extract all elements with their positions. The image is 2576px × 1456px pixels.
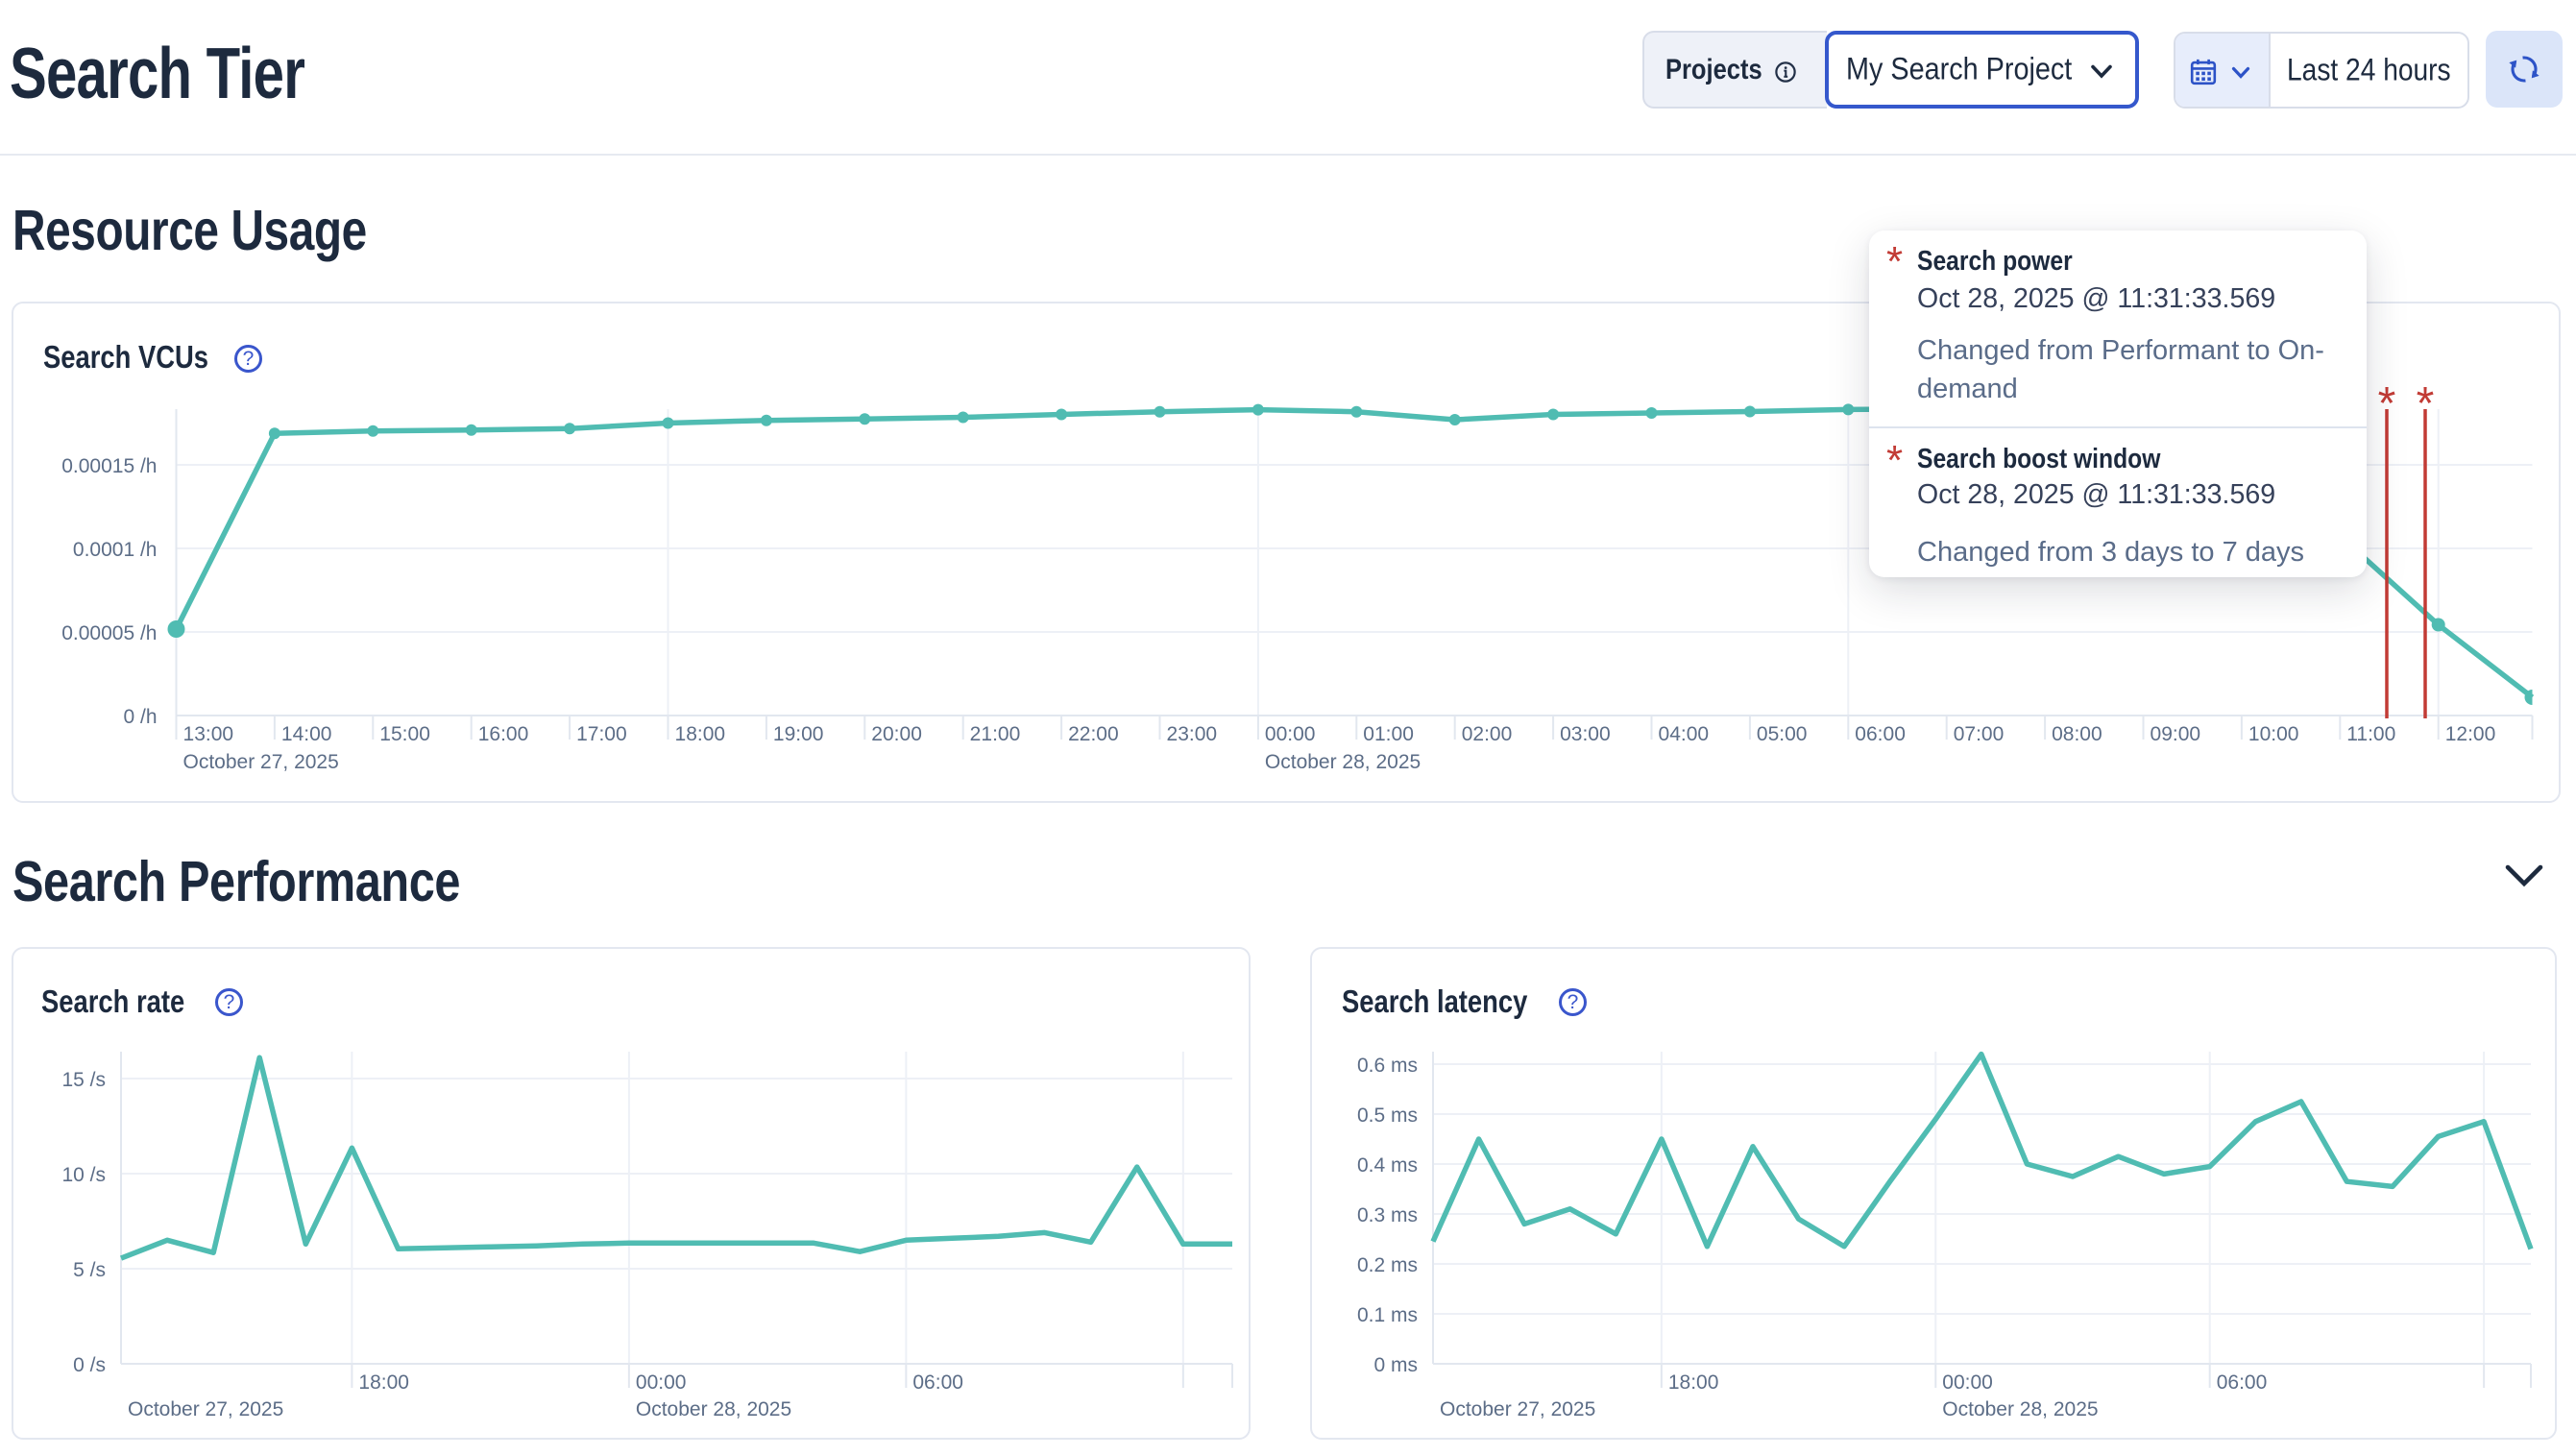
svg-text:06:00: 06:00 xyxy=(912,1371,963,1394)
svg-text:05:00: 05:00 xyxy=(1757,723,1808,745)
svg-text:*: * xyxy=(2378,378,2396,429)
svg-text:20:00: 20:00 xyxy=(871,723,922,745)
svg-text:0.00015 /h: 0.00015 /h xyxy=(61,455,157,477)
svg-text:10 /s: 10 /s xyxy=(62,1164,107,1186)
svg-text:0.3 ms: 0.3 ms xyxy=(1357,1204,1418,1226)
svg-text:0.6 ms: 0.6 ms xyxy=(1357,1055,1418,1077)
svg-text:18:00: 18:00 xyxy=(675,723,726,745)
svg-text:0.0001 /h: 0.0001 /h xyxy=(73,539,158,561)
svg-text:09:00: 09:00 xyxy=(2151,723,2201,745)
svg-text:00:00: 00:00 xyxy=(636,1371,687,1394)
svg-text:07:00: 07:00 xyxy=(1954,723,2005,745)
svg-text:02:00: 02:00 xyxy=(1462,723,1513,745)
svg-text:14:00: 14:00 xyxy=(281,723,332,745)
svg-text:15 /s: 15 /s xyxy=(62,1069,107,1091)
svg-text:13:00: 13:00 xyxy=(183,723,234,745)
svg-text:04:00: 04:00 xyxy=(1659,723,1710,745)
svg-text:18:00: 18:00 xyxy=(1668,1371,1719,1394)
svg-text:October 27, 2025: October 27, 2025 xyxy=(183,751,339,773)
svg-text:5 /s: 5 /s xyxy=(73,1259,106,1281)
svg-text:October 28, 2025: October 28, 2025 xyxy=(636,1398,791,1420)
svg-text:11:00: 11:00 xyxy=(2346,723,2395,745)
svg-text:0 /h: 0 /h xyxy=(124,706,158,728)
svg-text:06:00: 06:00 xyxy=(1855,723,1906,745)
svg-text:15:00: 15:00 xyxy=(379,723,430,745)
svg-text:18:00: 18:00 xyxy=(358,1371,409,1394)
svg-text:08:00: 08:00 xyxy=(2052,723,2102,745)
svg-text:October 28, 2025: October 28, 2025 xyxy=(1942,1398,2098,1420)
svg-text:October 28, 2025: October 28, 2025 xyxy=(1265,751,1421,773)
svg-text:0.4 ms: 0.4 ms xyxy=(1357,1154,1418,1177)
svg-text:03:00: 03:00 xyxy=(1560,723,1611,745)
svg-text:06:00: 06:00 xyxy=(2217,1371,2268,1394)
svg-text:19:00: 19:00 xyxy=(773,723,824,745)
svg-text:22:00: 22:00 xyxy=(1068,723,1119,745)
svg-text:*: * xyxy=(2417,378,2435,429)
svg-text:00:00: 00:00 xyxy=(1265,723,1316,745)
svg-text:00:00: 00:00 xyxy=(1942,1371,1993,1394)
svg-text:October 27, 2025: October 27, 2025 xyxy=(1440,1398,1595,1420)
svg-text:10:00: 10:00 xyxy=(2248,723,2299,745)
svg-text:12:00: 12:00 xyxy=(2445,723,2496,745)
svg-text:0.2 ms: 0.2 ms xyxy=(1357,1254,1418,1276)
svg-text:16:00: 16:00 xyxy=(478,723,529,745)
svg-text:01:00: 01:00 xyxy=(1363,723,1414,745)
svg-text:23:00: 23:00 xyxy=(1167,723,1218,745)
svg-text:0.5 ms: 0.5 ms xyxy=(1357,1104,1418,1127)
svg-text:0.00005 /h: 0.00005 /h xyxy=(61,622,157,644)
svg-text:October 27, 2025: October 27, 2025 xyxy=(128,1398,283,1420)
svg-text:0 ms: 0 ms xyxy=(1374,1354,1419,1376)
svg-text:21:00: 21:00 xyxy=(970,723,1021,745)
svg-text:0.1 ms: 0.1 ms xyxy=(1357,1304,1418,1326)
svg-text:17:00: 17:00 xyxy=(576,723,627,745)
svg-text:0 /s: 0 /s xyxy=(73,1354,106,1376)
